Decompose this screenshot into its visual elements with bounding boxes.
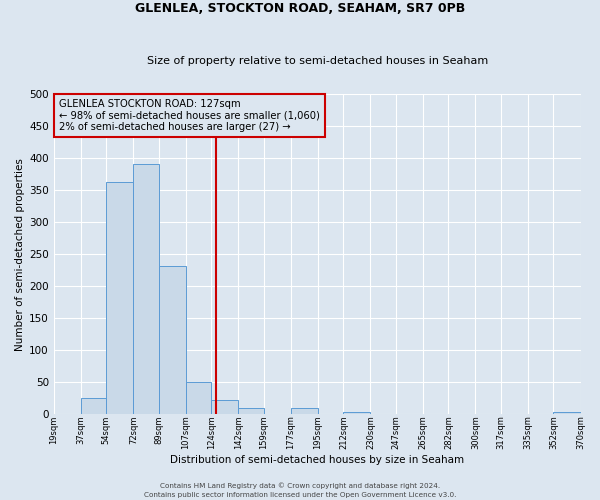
- Title: Size of property relative to semi-detached houses in Seaham: Size of property relative to semi-detach…: [146, 56, 488, 66]
- Bar: [159, 266, 186, 414]
- Bar: [211, 400, 238, 414]
- Bar: [133, 164, 159, 414]
- Bar: [553, 412, 581, 414]
- Text: GLENLEA STOCKTON ROAD: 127sqm
← 98% of semi-detached houses are smaller (1,060)
: GLENLEA STOCKTON ROAD: 127sqm ← 98% of s…: [59, 99, 320, 132]
- X-axis label: Distribution of semi-detached houses by size in Seaham: Distribution of semi-detached houses by …: [170, 455, 464, 465]
- Text: Contains HM Land Registry data © Crown copyright and database right 2024.: Contains HM Land Registry data © Crown c…: [160, 482, 440, 489]
- Bar: [238, 408, 264, 414]
- Bar: [291, 408, 318, 414]
- Bar: [186, 382, 211, 414]
- Text: Contains public sector information licensed under the Open Government Licence v3: Contains public sector information licen…: [144, 492, 456, 498]
- Text: GLENLEA, STOCKTON ROAD, SEAHAM, SR7 0PB: GLENLEA, STOCKTON ROAD, SEAHAM, SR7 0PB: [135, 2, 465, 16]
- Bar: [106, 182, 133, 414]
- Bar: [343, 412, 370, 414]
- Bar: [81, 398, 106, 414]
- Y-axis label: Number of semi-detached properties: Number of semi-detached properties: [15, 158, 25, 350]
